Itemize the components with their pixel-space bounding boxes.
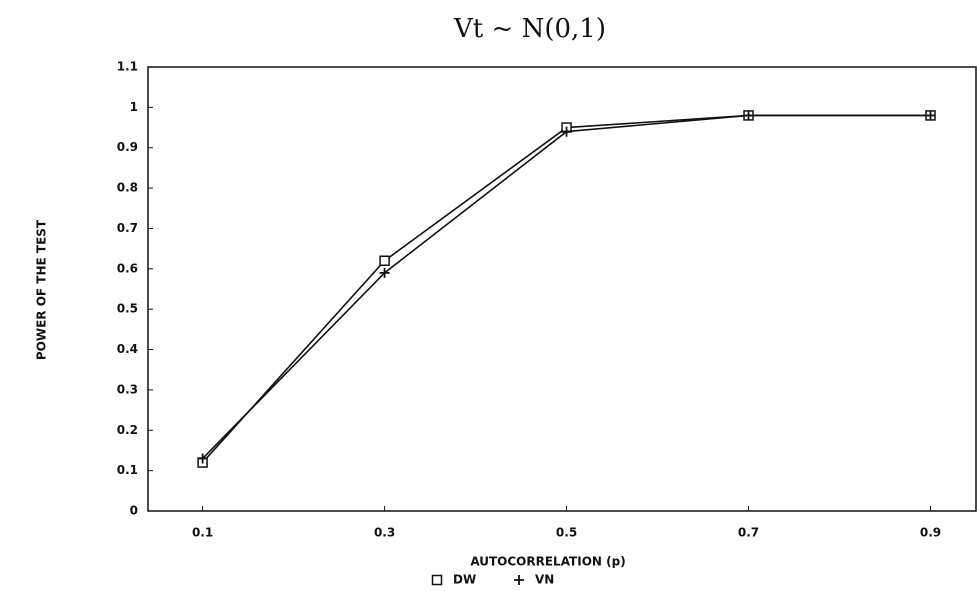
- chart-title: Vt ~ N(0,1): [453, 14, 606, 44]
- x-axis-label: AUTOCORRELATION (p): [470, 555, 625, 569]
- y-tick-label: 0.5: [117, 302, 138, 316]
- marker: [514, 575, 524, 585]
- x-tick-label: 0.5: [556, 526, 577, 540]
- x-tick-label: 0.7: [738, 526, 759, 540]
- legend-label: DW: [453, 573, 476, 587]
- marker: [380, 256, 389, 265]
- y-tick-label: 0.4: [117, 342, 138, 356]
- y-tick-label: 0.1: [117, 463, 138, 477]
- series-line: [203, 115, 931, 462]
- plot-frame: [148, 67, 976, 511]
- y-tick-label: 1.1: [117, 60, 138, 74]
- x-tick-label: 0.3: [374, 526, 395, 540]
- y-tick-label: 0.2: [117, 423, 138, 437]
- y-tick-label: 0.7: [117, 221, 138, 235]
- marker: [433, 576, 442, 585]
- y-tick-label: 1: [130, 100, 138, 114]
- y-tick-label: 0.8: [117, 181, 138, 195]
- x-tick-label: 0.9: [920, 526, 941, 540]
- x-tick-label: 0.1: [192, 526, 213, 540]
- series-line: [203, 115, 931, 458]
- y-tick-label: 0.6: [117, 261, 138, 275]
- legend-label: VN: [535, 573, 554, 587]
- chart: Vt ~ N(0,1) POWER OF THE TEST AUTOCORREL…: [0, 0, 977, 591]
- y-tick-label: 0: [130, 504, 138, 518]
- y-tick-label: 0.9: [117, 140, 138, 154]
- y-axis-label: POWER OF THE TEST: [35, 219, 49, 360]
- y-tick-label: 0.3: [117, 382, 138, 396]
